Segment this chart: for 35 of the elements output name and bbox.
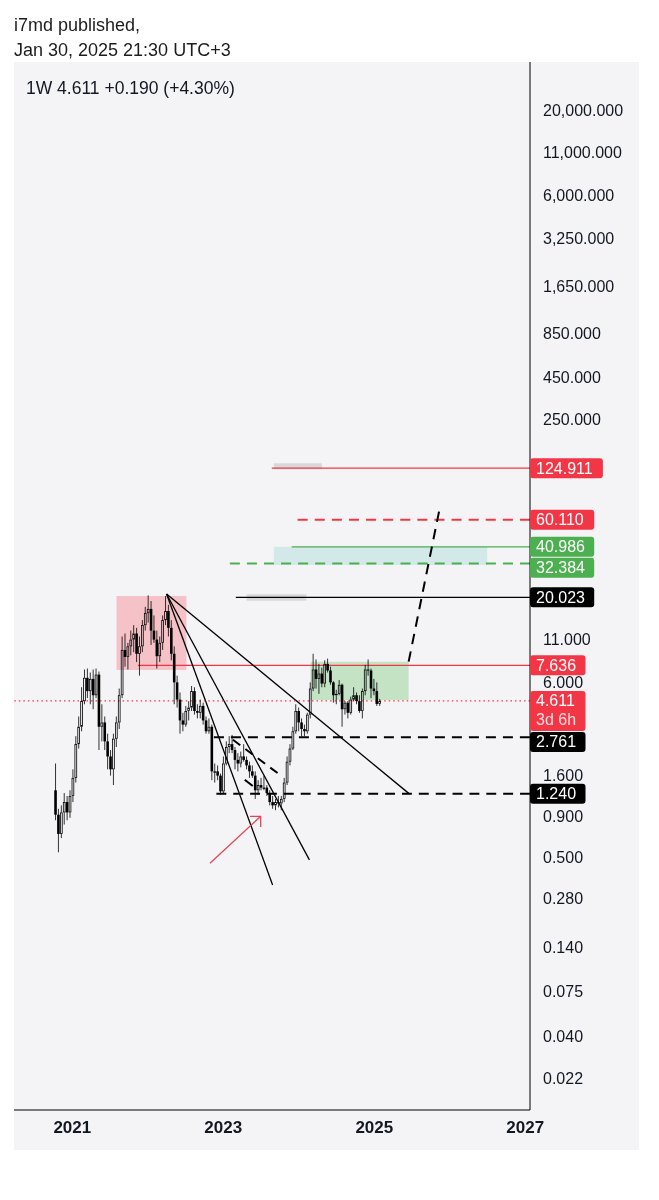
- y-tick-label: 0.022: [543, 1069, 584, 1087]
- y-tick-label: 11,000.000: [543, 143, 622, 161]
- y-tick-label: 0.140: [543, 939, 584, 957]
- data-label: 1.240: [536, 785, 577, 803]
- x-tick-label: 2025: [355, 1118, 394, 1138]
- data-label: 124.911: [536, 459, 593, 477]
- text: Jan 30, 2025 21:30 UTC+3: [14, 39, 231, 62]
- y-tick-label: 0.900: [543, 807, 584, 825]
- y-tick-label: 6,000.000: [543, 186, 615, 204]
- x-tick-label: 2027: [506, 1118, 545, 1138]
- y-tick-label: 0.500: [543, 849, 584, 867]
- y-tick-label: 20,000.000: [543, 101, 624, 119]
- y-tick-label: 1.600: [543, 767, 584, 785]
- text: i7md published,: [14, 14, 141, 37]
- y-tick-label: 0.075: [543, 983, 584, 1001]
- text: 1W 4.611 +0.190 (+4.30%): [26, 78, 235, 98]
- data-label: 7.636: [536, 656, 577, 674]
- y-tick-label: 250.000: [543, 410, 601, 428]
- data-label: 32.384: [536, 559, 586, 577]
- y-tick-label: 11.000: [543, 631, 591, 649]
- y-tick-label: 0.040: [543, 1027, 584, 1045]
- x-tick-label: 2021: [53, 1118, 92, 1138]
- y-tick-label: 6.000: [543, 674, 584, 692]
- data-label: 2.761: [536, 733, 577, 751]
- y-tick-label: 1,650.000: [543, 277, 615, 295]
- y-tick-label: 0.280: [543, 890, 584, 908]
- y-tick-label: 450.000: [543, 369, 601, 387]
- y-tick-label: 3,250.000: [543, 229, 615, 247]
- data-label: 20.023: [536, 588, 586, 606]
- data-label: 60.110: [536, 511, 584, 529]
- text: 3d 6h: [536, 711, 577, 729]
- x-tick-label: 2023: [204, 1118, 243, 1138]
- y-tick-label: 850.000: [543, 324, 601, 342]
- data-label: 40.986: [536, 538, 586, 556]
- ref-line-label: 4.611: [536, 692, 575, 710]
